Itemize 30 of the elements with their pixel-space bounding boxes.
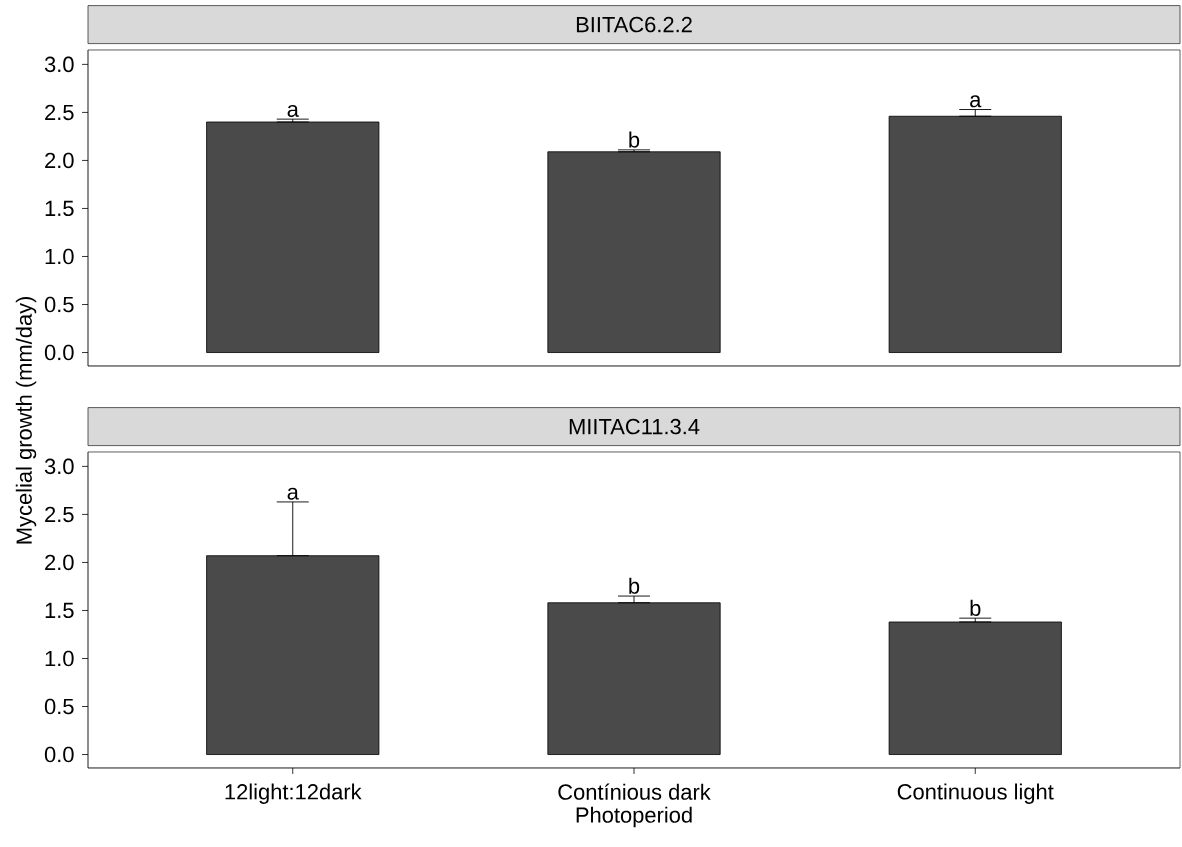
y-tick-label: 0.5 <box>44 698 74 715</box>
y-tick-label: 2.5 <box>45 506 74 523</box>
chart-title: MIITAC11.3.4 <box>569 418 700 435</box>
annotation: b <box>629 577 640 594</box>
y-tick-label: 1.5 <box>45 200 74 217</box>
annotation: b <box>970 599 981 616</box>
annotation: a <box>970 95 982 108</box>
x-axis-title: Photoperiod <box>576 806 692 828</box>
bar <box>888 621 1062 755</box>
x-tick-label: Continuous light <box>897 783 1054 804</box>
y-tick-label: 1.0 <box>45 650 74 667</box>
y-tick-label: 3.0 <box>44 458 74 475</box>
y-tick-label: 2.0 <box>45 554 74 571</box>
bar <box>206 121 380 353</box>
y-tick-label: 1.5 <box>45 602 74 619</box>
y-tick-label: 0.0 <box>44 344 74 361</box>
chart-title: BIITAC6.2.2 <box>576 16 692 33</box>
annotation: a <box>287 487 299 500</box>
x-tick-label: Contínious dark <box>558 783 711 800</box>
annotation: a <box>287 104 299 117</box>
y-tick-label: 2.5 <box>45 104 74 121</box>
annotation: b <box>629 131 640 148</box>
y-tick-label: 1.0 <box>45 248 74 265</box>
y-tick-label: 0.5 <box>44 296 74 313</box>
y-axis-title: Mycelial growth (mm/day) <box>15 296 37 544</box>
y-tick-label: 3.0 <box>44 56 74 73</box>
y-tick-label: 0.0 <box>44 746 74 763</box>
y-tick-label: 2.0 <box>45 152 74 169</box>
bar <box>547 151 721 353</box>
x-tick-label: 12light:12dark <box>225 783 362 804</box>
